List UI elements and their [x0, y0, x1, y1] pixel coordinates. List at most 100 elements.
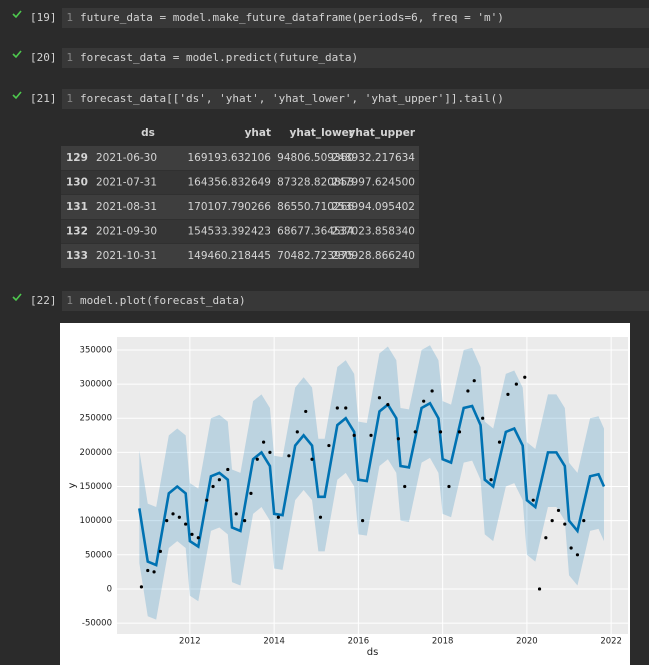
observation	[556, 508, 561, 513]
line-number: 1	[66, 51, 73, 64]
row-index: 133	[66, 250, 88, 262]
x-tick-label: 2016	[348, 637, 370, 647]
cell: 149460.218445	[187, 250, 271, 262]
code: future_data = model.make_future_datafram…	[80, 11, 504, 24]
table-row	[61, 219, 419, 244]
observation	[430, 389, 434, 393]
observation	[243, 519, 247, 523]
row-index: 131	[66, 201, 88, 213]
observation	[457, 430, 462, 434]
cell: 230928.866240	[331, 250, 415, 262]
plot-area	[117, 337, 628, 634]
check-icon	[12, 10, 22, 19]
observation	[249, 491, 253, 495]
observation	[386, 402, 390, 407]
observation	[344, 406, 348, 410]
observation	[352, 433, 356, 437]
cell: 237023.858340	[331, 226, 415, 238]
uncertainty-band	[139, 345, 604, 620]
observation	[569, 546, 573, 550]
row-index: 129	[66, 152, 88, 164]
observation	[472, 379, 476, 383]
observation	[276, 515, 280, 519]
column-header: ds	[141, 127, 155, 139]
row-index: 132	[66, 226, 88, 238]
x-tick-label: 2014	[263, 637, 285, 647]
row-index: 130	[66, 177, 88, 189]
execution-count: [19]	[30, 11, 57, 24]
cell: 94806.509360	[277, 152, 354, 164]
observation	[152, 570, 156, 574]
observation	[211, 484, 215, 489]
cell: 2021-10-31	[96, 250, 157, 262]
column-header: yhat_lower	[290, 127, 355, 139]
y-tick-label: 150000	[80, 482, 112, 492]
observation	[177, 515, 181, 519]
observation	[544, 536, 548, 540]
execution-count: [22]	[30, 294, 57, 307]
x-tick-label: 2020	[516, 637, 538, 647]
cell: 164356.832649	[187, 177, 271, 189]
y-tick-label: 50000	[85, 550, 112, 560]
observation	[310, 457, 314, 461]
line-number: 1	[66, 294, 73, 307]
x-tick-label: 2018	[432, 637, 454, 647]
y-tick-label: 0	[107, 584, 112, 594]
table-row	[61, 195, 419, 219]
observation	[196, 536, 200, 540]
observation	[184, 522, 188, 526]
observation	[165, 519, 169, 523]
cell-input	[62, 291, 649, 311]
observation	[190, 532, 194, 536]
observation	[523, 375, 527, 379]
cell: 86550.710266	[277, 201, 354, 213]
cell: 87328.820853	[277, 177, 354, 189]
observation	[361, 519, 365, 523]
y-tick-label: 350000	[80, 345, 112, 355]
cell: 247997.624500	[331, 177, 415, 189]
observation	[403, 484, 407, 489]
cells: [19] 1 future_data = model.make_future_dat…	[12, 8, 649, 311]
observation	[550, 519, 554, 523]
y-axis-label: y	[67, 482, 78, 488]
execution-count: [20]	[30, 51, 57, 64]
observation	[489, 478, 493, 482]
line-number: 1	[66, 11, 73, 24]
y-tick-label: 200000	[80, 448, 112, 458]
observation	[318, 515, 323, 519]
cell: 169193.632106	[187, 152, 271, 164]
y-tick-label: 300000	[80, 380, 112, 390]
x-tick-label: 2012	[179, 637, 201, 647]
y-tick-label: 100000	[80, 516, 112, 526]
observation	[226, 467, 230, 472]
observation	[413, 430, 417, 434]
observation	[146, 568, 150, 573]
table-row	[61, 146, 419, 170]
observation	[255, 457, 259, 461]
observation	[217, 478, 221, 482]
observation	[304, 409, 308, 414]
cell: 248932.217634	[331, 152, 415, 164]
observation	[158, 549, 162, 553]
observation	[438, 430, 443, 434]
cell: 253994.095402	[331, 201, 415, 213]
observation	[171, 512, 175, 516]
y-tick-label: -50000	[82, 619, 112, 629]
cell: 2021-09-30	[96, 226, 157, 238]
cell: 154533.392423	[187, 226, 271, 238]
cell: 70482.723975	[277, 250, 354, 262]
observation	[287, 454, 291, 458]
cell: 2021-06-30	[96, 152, 157, 164]
code: forecast_data = model.predict(future_dat…	[80, 51, 358, 64]
cell: 2021-08-31	[96, 201, 157, 213]
code: forecast_data[['ds', 'yhat', 'yhat_lower…	[80, 92, 504, 105]
observation	[139, 585, 144, 589]
forecast-line	[138, 401, 606, 567]
observation	[514, 382, 518, 386]
cell-input	[62, 48, 649, 68]
observation	[327, 443, 331, 448]
cell: 2021-07-31	[96, 177, 157, 189]
